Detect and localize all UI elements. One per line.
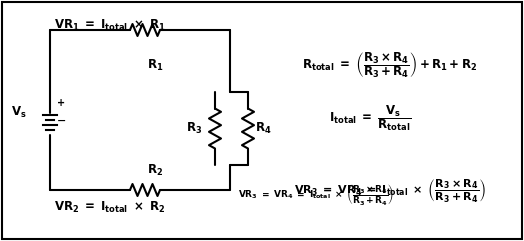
Text: $\mathbf{VR_1\ =\ I_{total}\ \times\ R_1}$: $\mathbf{VR_1\ =\ I_{total}\ \times\ R_1… xyxy=(54,18,166,33)
Text: $\mathbf{VR_3\ =\ VR_4\ =\ I_{total}\ \times\ \left(\dfrac{R_3 \times R_4}{R_3+R: $\mathbf{VR_3\ =\ VR_4\ =\ I_{total}\ \t… xyxy=(238,182,394,207)
Text: $\mathbf{+}$: $\mathbf{+}$ xyxy=(56,98,65,108)
Text: $\mathbf{-}$: $\mathbf{-}$ xyxy=(56,115,66,125)
Text: $\mathbf{V_s}$: $\mathbf{V_s}$ xyxy=(12,104,27,120)
Text: $\mathbf{VR_2\ =\ I_{total}\ \times\ R_2}$: $\mathbf{VR_2\ =\ I_{total}\ \times\ R_2… xyxy=(54,200,166,215)
Text: $\mathbf{VR_3\ =\ VR_4\ =\ I_{total}\ \times\ \left(\dfrac{R_3 \times R_4}{R_3+R: $\mathbf{VR_3\ =\ VR_4\ =\ I_{total}\ \t… xyxy=(294,178,486,205)
Text: $\mathbf{R_4}$: $\mathbf{R_4}$ xyxy=(255,120,271,135)
Text: $\mathbf{R_2}$: $\mathbf{R_2}$ xyxy=(147,163,163,178)
Text: $\mathbf{R_{total}\ =\ \left(\dfrac{R_3 \times R_4}{R_3+R_4}\right) + R_1 + R_2}: $\mathbf{R_{total}\ =\ \left(\dfrac{R_3 … xyxy=(302,50,478,80)
Text: $\mathbf{I_{total}\ =\ \dfrac{V_s}{R_{total}}}$: $\mathbf{I_{total}\ =\ \dfrac{V_s}{R_{to… xyxy=(329,103,411,133)
Text: $\mathbf{R_3}$: $\mathbf{R_3}$ xyxy=(186,120,202,135)
Text: $\mathbf{R_1}$: $\mathbf{R_1}$ xyxy=(147,58,163,73)
